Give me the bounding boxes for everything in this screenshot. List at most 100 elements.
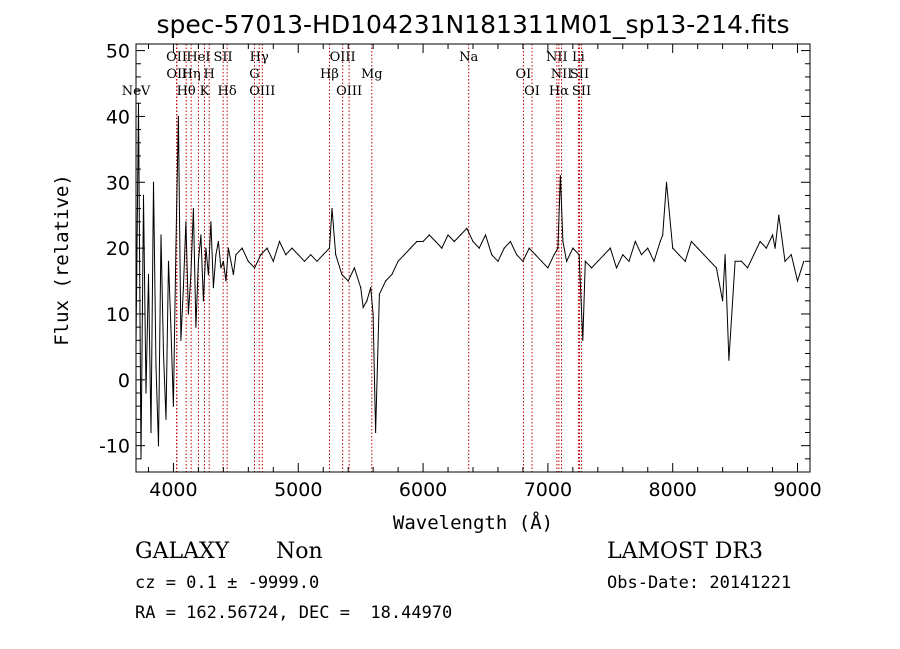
spectrum-point bbox=[459, 234, 462, 236]
emission-line-label: SII bbox=[570, 67, 589, 82]
spectrum-point bbox=[690, 240, 693, 243]
spectrum-point bbox=[522, 260, 524, 262]
spectrum-point bbox=[715, 267, 718, 269]
spectrum-point bbox=[796, 280, 799, 282]
spectrum-point bbox=[509, 240, 511, 243]
spectrum-point bbox=[266, 247, 268, 249]
spectrum-point bbox=[335, 254, 337, 256]
spectrum-point bbox=[528, 247, 530, 249]
spectrum-point bbox=[235, 254, 237, 256]
y-tick-label: 40 bbox=[106, 106, 130, 128]
spectrum-point bbox=[653, 260, 655, 262]
spectrum-series bbox=[135, 102, 805, 460]
spectrum-point bbox=[152, 181, 155, 183]
spectrum-point bbox=[572, 247, 574, 249]
emission-line-label: OIII bbox=[336, 84, 362, 99]
x-tick-label: 6000 bbox=[399, 479, 447, 501]
spectrum-point bbox=[197, 260, 199, 262]
spectrum-point bbox=[297, 254, 299, 256]
spectrum-point bbox=[241, 247, 243, 249]
emission-line-label: OIII bbox=[330, 50, 356, 65]
spectrum-point bbox=[220, 267, 222, 269]
emission-line-label: Li bbox=[572, 50, 585, 65]
spectrum-point bbox=[316, 260, 318, 262]
spectrum-point bbox=[182, 287, 184, 289]
spectrum-point bbox=[578, 254, 580, 256]
spectrum-point bbox=[603, 254, 605, 256]
emission-line-label: OIII bbox=[249, 84, 275, 99]
spectrum-point bbox=[165, 418, 167, 420]
emission-line-label: Hβ bbox=[320, 67, 339, 82]
spectrum-point bbox=[303, 260, 306, 262]
spectrum-point bbox=[210, 221, 212, 223]
spectrum-point bbox=[784, 260, 786, 262]
spectrum-point bbox=[759, 240, 761, 243]
spectrum-point bbox=[703, 254, 705, 256]
emission-line-label: K bbox=[200, 84, 210, 99]
spectrum-point bbox=[609, 247, 611, 249]
spectrum-point bbox=[285, 254, 287, 256]
spectrum-point bbox=[472, 240, 474, 243]
x-tick-label: 8000 bbox=[649, 479, 697, 501]
spectrum-point bbox=[503, 247, 505, 249]
spectrum-point bbox=[435, 240, 437, 243]
spectrum-point bbox=[553, 254, 555, 256]
spectrum-point bbox=[230, 260, 232, 262]
spectrum-point bbox=[753, 254, 755, 256]
x-axis-label: Wavelength (Å) bbox=[393, 511, 553, 534]
spectrum-point bbox=[370, 287, 372, 289]
spectrum-point bbox=[222, 260, 224, 262]
spectrum-point bbox=[662, 234, 664, 236]
emission-line-label: Hη bbox=[182, 67, 201, 82]
emission-line-label: Hδ bbox=[218, 84, 237, 99]
y-tick-label: 0 bbox=[118, 370, 130, 392]
spectrum-point bbox=[615, 267, 618, 269]
spectrum-point bbox=[212, 287, 214, 289]
spectrum-point bbox=[582, 339, 584, 341]
plot-frame bbox=[135, 43, 811, 473]
spectrum-point bbox=[227, 247, 229, 249]
spectrum-point bbox=[672, 247, 674, 249]
spectrum-point bbox=[803, 260, 805, 262]
spectrum-point bbox=[772, 234, 774, 236]
spectrum-point bbox=[516, 254, 518, 256]
spectrum-point bbox=[175, 247, 177, 249]
spectrum-point bbox=[328, 247, 331, 249]
spectrum-point bbox=[447, 234, 449, 236]
spectrum-point bbox=[734, 260, 736, 262]
spectrum-point bbox=[765, 247, 767, 249]
y-tick-label: 20 bbox=[106, 238, 130, 260]
spectrum-point bbox=[322, 254, 324, 256]
spectrum-point bbox=[597, 260, 599, 262]
spectrum-point bbox=[341, 273, 343, 276]
spectrum-point bbox=[360, 287, 362, 289]
spectrum-point bbox=[628, 260, 630, 262]
emission-line-label: HeI bbox=[186, 50, 210, 65]
spectrum-point bbox=[647, 247, 649, 249]
emission-line-label: NII bbox=[546, 50, 568, 65]
spectrum-point bbox=[378, 293, 380, 295]
x-tick-label: 5000 bbox=[274, 479, 322, 501]
spectrum-point bbox=[362, 306, 364, 308]
spectrum-point bbox=[466, 227, 468, 229]
spectrum-point bbox=[622, 254, 624, 256]
spectrum-point bbox=[534, 254, 537, 256]
redshift-info: cz = 0.1 ± -9999.0 bbox=[135, 573, 320, 593]
spectrum-point bbox=[557, 247, 559, 249]
spectrum-point bbox=[147, 273, 150, 276]
spectrum-point bbox=[403, 254, 405, 256]
object-subclass: Non bbox=[276, 539, 323, 564]
axis-ticks: 4000 5000 6000 7000 8000 9000 -10 0 10 20 30 40 50 bbox=[99, 41, 822, 501]
emission-line-label: OI bbox=[524, 84, 540, 99]
spectrum-point bbox=[640, 254, 643, 256]
spectrum-point bbox=[331, 208, 333, 210]
emission-line-label: SII bbox=[213, 50, 232, 65]
spectrum-point bbox=[416, 240, 418, 243]
spectrum-point bbox=[375, 431, 377, 434]
spectrum-point bbox=[724, 254, 726, 256]
emission-line-label: OI bbox=[516, 67, 532, 82]
emission-line-labels: NeVOIIOIIHθHηHeIKHSIIHδHγGOIIIHβOIIIOIII… bbox=[122, 50, 591, 99]
spectrum-point bbox=[291, 247, 293, 249]
spectrum-chart: spec-57013-HD104231N181311M01_sp13-214.f… bbox=[51, 10, 822, 534]
emission-lines bbox=[135, 44, 583, 472]
